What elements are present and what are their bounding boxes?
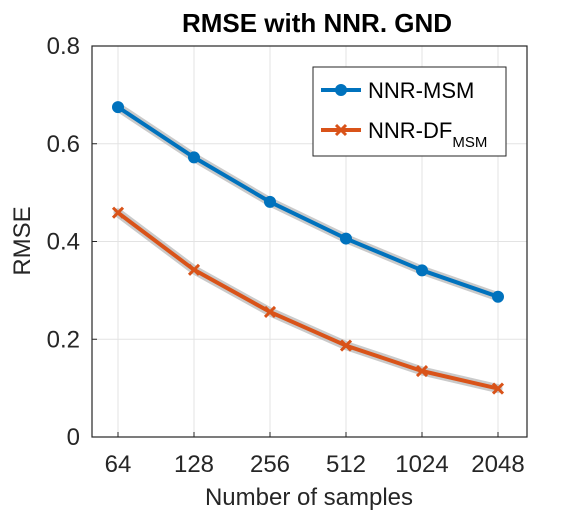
chart-title: RMSE with NNR. GND: [182, 8, 452, 38]
line-nnr-df-msm: [116, 211, 499, 391]
y-axis-label: RMSE: [9, 206, 36, 275]
x-tick-label-256: 256: [250, 451, 290, 478]
point-nnr-msm-2048: [492, 290, 504, 303]
series-markers: [111, 101, 505, 395]
x-axis-label: Number of samples: [205, 484, 413, 511]
point-nnr-msm-256: [264, 195, 276, 208]
x-tick-label-2048: 2048: [471, 451, 524, 478]
point-nnr-msm-128: [188, 151, 200, 164]
point-nnr-df-msm-512: [339, 339, 353, 352]
y-tick-label-0.6: 0.6: [47, 131, 80, 158]
x-tick-label-64: 64: [105, 451, 132, 478]
x-tick-label-1024: 1024: [395, 451, 448, 478]
x-tick-label-512: 512: [326, 451, 366, 478]
y-tick-label-0.8: 0.8: [47, 33, 80, 60]
legend-label-nnr-msm-main: NNR-MSM: [368, 78, 474, 103]
legend-label-nnr-df-msm: NNR-DFMSM: [368, 118, 487, 151]
series-lines: [116, 105, 499, 391]
y-tick-label-0.2: 0.2: [47, 326, 80, 353]
legend: NNR-MSM NNR-DFMSM: [312, 66, 507, 157]
point-nnr-msm-1024: [416, 264, 428, 277]
point-nnr-df-msm-64: [111, 206, 125, 219]
point-nnr-df-msm-2048: [491, 382, 505, 395]
legend-marker-nnr-msm: [335, 84, 347, 96]
point-nnr-df-msm-1024: [415, 364, 429, 378]
y-tick-label-0.4: 0.4: [47, 229, 80, 256]
y-axis-ticks: 0 0.2 0.4 0.6 0.8: [47, 33, 97, 451]
x-tick-label-128: 128: [174, 451, 214, 478]
line-nnr-msm: [116, 105, 499, 299]
legend-label-nnr-msm: NNR-MSM: [368, 78, 474, 103]
point-nnr-df-msm-256: [263, 305, 277, 318]
point-nnr-msm-64: [112, 101, 124, 114]
legend-label-nnr-df-msm-main: NNR-DF: [368, 118, 452, 143]
legend-marker-nnr-df-msm: [334, 123, 348, 137]
point-nnr-df-msm-128: [187, 263, 201, 276]
y-tick-label-0: 0: [67, 424, 80, 451]
point-nnr-msm-512: [340, 232, 352, 245]
legend-label-nnr-df-msm-sub: MSM: [452, 134, 487, 151]
legend-box: [312, 66, 507, 157]
x-axis-ticks: 64 128 256 512 1024 2048: [105, 432, 525, 478]
